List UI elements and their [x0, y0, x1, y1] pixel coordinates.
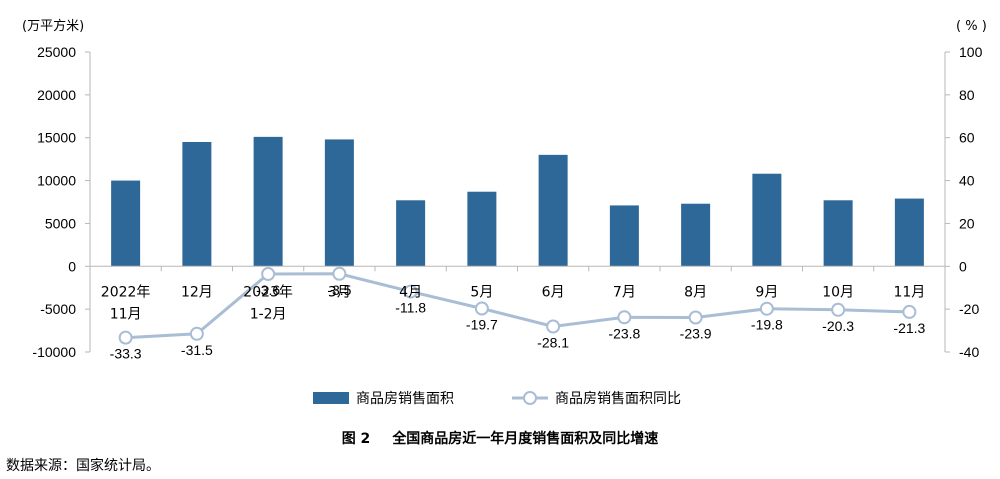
- right-tick-label: -20: [959, 301, 979, 317]
- left-tick-label: 25000: [37, 44, 76, 60]
- line-point: [332, 266, 347, 281]
- right-tick-label: 80: [959, 87, 975, 103]
- line-point: [759, 301, 774, 316]
- line-path: [125, 272, 910, 340]
- left-tick-label: 20000: [37, 87, 76, 103]
- line-point: [831, 302, 846, 317]
- line-data-label: -19.8: [751, 317, 783, 333]
- category-label: 2023年 1-2月: [243, 284, 293, 322]
- line-point: [902, 304, 917, 319]
- line-data-label: -28.1: [537, 335, 569, 351]
- legend-bar-label: 商品房销售面积: [356, 391, 454, 407]
- bar: [111, 180, 141, 267]
- bar: [823, 200, 853, 267]
- legend-bar-swatch: [313, 392, 349, 404]
- bar: [894, 198, 924, 267]
- legend-line-label: 商品房销售面积同比: [555, 391, 681, 407]
- left-tick-label: 0: [68, 258, 76, 274]
- bar: [752, 173, 782, 267]
- category-label: 3月: [328, 284, 351, 300]
- line-point: [546, 319, 561, 334]
- line-point: [617, 310, 632, 325]
- line-point: [474, 301, 489, 316]
- bar: [467, 191, 497, 267]
- data-source-note: 数据来源：国家统计局。: [6, 458, 160, 474]
- bar: [609, 205, 639, 267]
- chart: (万平方米) ( % ) -10000 -5000 0 5000 10000 15000 2…: [22, 18, 987, 407]
- line-data-labels: -33.3 -31.5 -3.6 -3.5 -11.8 -19.7 -28.1 -23.8 -2…: [110, 282, 926, 362]
- line-data-label: -21.3: [893, 320, 925, 336]
- category-label: 10月: [822, 284, 854, 300]
- category-label: 11月: [893, 284, 925, 300]
- category-label: 2022年 11月: [101, 284, 151, 322]
- bar-series: [89, 136, 946, 272]
- category-label: 5月: [470, 284, 493, 300]
- figure-caption: 图 2 全国商品房近一年月度销售面积及同比增速: [0, 428, 1000, 448]
- left-tick-label: -10000: [32, 344, 76, 360]
- line-data-label: -23.8: [608, 325, 640, 341]
- line-point: [189, 326, 204, 341]
- category-label: 6月: [542, 284, 565, 300]
- line-point: [403, 284, 418, 299]
- right-tick-label: 20: [959, 215, 975, 231]
- left-tick-label: 5000: [45, 215, 76, 231]
- left-tick-label: 10000: [37, 173, 76, 189]
- bar: [253, 136, 283, 267]
- bar: [538, 154, 568, 267]
- line-data-label: -23.9: [680, 326, 712, 342]
- bar: [182, 142, 212, 267]
- left-axis-unit: (万平方米): [22, 18, 84, 34]
- line-data-label: -31.5: [181, 342, 213, 358]
- category-label: 7月: [613, 284, 636, 300]
- category-labels: 2022年 11月 12月 2023年 1-2月 3月 4月 5月 6月 7月 8月 9月 10月 11月: [101, 284, 925, 322]
- right-tick-label: 60: [959, 130, 975, 146]
- category-label: 8月: [684, 284, 707, 300]
- category-label: 12月: [181, 284, 213, 300]
- line-data-label: -11.8: [395, 300, 426, 316]
- line-series: [118, 266, 917, 345]
- legend: 商品房销售面积 商品房销售面积同比: [313, 391, 681, 407]
- bar: [396, 200, 426, 267]
- right-axis-unit: ( % ): [956, 19, 987, 34]
- line-point: [261, 267, 276, 281]
- right-tick-label: 100: [959, 44, 983, 60]
- figure-title: 全国商品房近一年月度销售面积及同比增速: [392, 431, 659, 447]
- line-point: [688, 310, 703, 325]
- left-axis-ticks: -10000 -5000 0 5000 10000 15000 20000 25000: [32, 44, 90, 360]
- left-tick-label: 15000: [37, 130, 76, 146]
- right-tick-label: 0: [959, 258, 967, 274]
- right-tick-label: 40: [959, 173, 975, 189]
- legend-line-marker: [523, 391, 537, 405]
- line-data-label: -3.5: [327, 282, 351, 298]
- right-tick-label: -40: [959, 344, 979, 360]
- bar: [681, 203, 711, 267]
- bar: [324, 139, 354, 267]
- left-tick-label: -5000: [40, 301, 76, 317]
- line-data-label: -3.6: [256, 282, 280, 298]
- line-point: [118, 330, 133, 345]
- line-data-label: -19.7: [466, 317, 498, 333]
- category-label: 4月: [399, 284, 422, 300]
- right-axis-ticks: -40 -20 0 20 40 60 80 100: [945, 44, 983, 360]
- line-data-label: -33.3: [110, 346, 142, 362]
- category-label: 9月: [755, 284, 778, 300]
- line-data-label: -20.3: [822, 318, 854, 334]
- figure-number: 图 2: [341, 431, 371, 447]
